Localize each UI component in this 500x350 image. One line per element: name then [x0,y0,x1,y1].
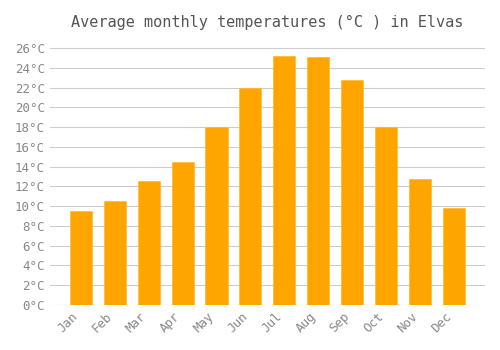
Bar [342,80,363,305]
Bar [172,162,194,305]
Bar [308,57,330,305]
Bar [274,56,295,305]
Bar [138,181,160,305]
Bar [375,127,398,305]
Bar [240,88,262,305]
Bar [409,178,432,305]
Bar [104,201,126,305]
Bar [443,208,465,305]
Bar [206,127,228,305]
Bar [70,211,92,305]
Title: Average monthly temperatures (°C ) in Elvas: Average monthly temperatures (°C ) in El… [71,15,464,30]
